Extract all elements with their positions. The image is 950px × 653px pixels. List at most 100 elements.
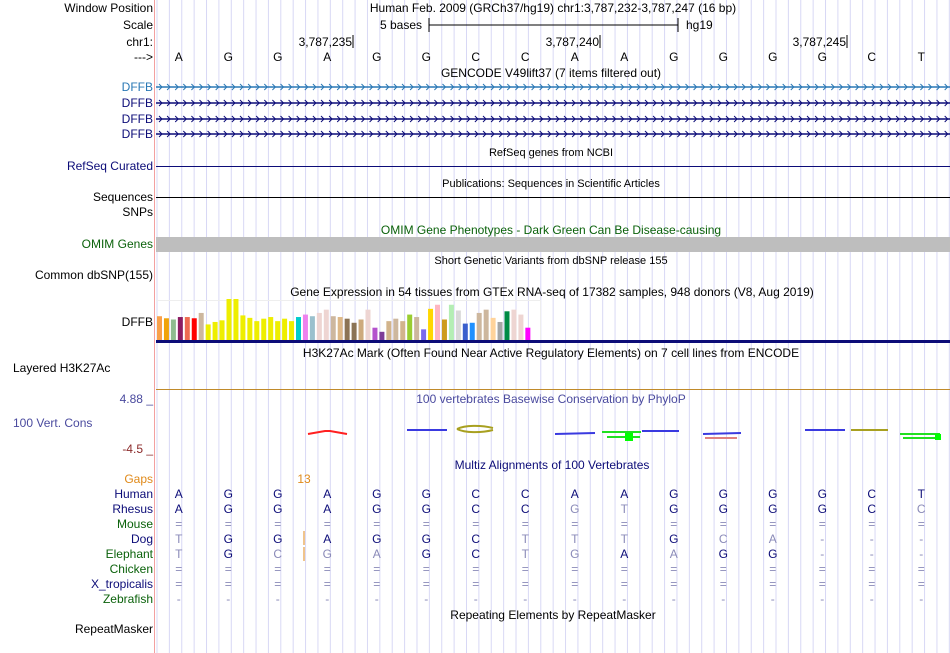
gtex-tissue-bar[interactable] — [282, 318, 288, 340]
gtex-tissue-bar[interactable] — [247, 317, 253, 340]
gtex-tissue-bar[interactable] — [469, 322, 475, 340]
alignment-base: = — [274, 517, 282, 531]
omim-gene-bar[interactable] — [156, 237, 950, 252]
gtex-tissue-bar[interactable] — [504, 311, 510, 340]
gtex-tissue-bar[interactable] — [198, 312, 204, 340]
gencode-item-4-label[interactable]: DFFB — [121, 127, 153, 141]
strand-chevron-icon — [920, 99, 925, 107]
gtex-tissue-bar[interactable] — [240, 315, 246, 340]
gtex-tissue-bar[interactable] — [275, 321, 281, 340]
gtex-tissue-bar[interactable] — [421, 329, 427, 340]
gtex-tissue-bar[interactable] — [268, 317, 274, 340]
sequences-label[interactable]: Sequences — [92, 190, 153, 204]
strand-chevron-icon — [174, 115, 179, 123]
gencode-transcript[interactable] — [156, 99, 950, 107]
species-label[interactable]: Mouse — [116, 517, 153, 531]
gtex-tissue-bar[interactable] — [379, 331, 385, 340]
gtex-tissue-bar[interactable] — [428, 308, 434, 340]
repeatmasker-label[interactable]: RepeatMasker — [74, 622, 153, 636]
species-label[interactable]: Chicken — [109, 562, 153, 576]
gtex-tissue-bar[interactable] — [462, 323, 468, 340]
strand-chevron-icon — [498, 83, 503, 91]
refseq-gene-line[interactable] — [156, 166, 950, 167]
gencode-transcripts[interactable] — [155, 80, 950, 144]
gtex-tissue-bar[interactable] — [170, 319, 176, 341]
strand-chevron-icon — [555, 99, 560, 107]
gtex-tissue-bar[interactable] — [226, 299, 232, 340]
gtex-tissue-bar[interactable] — [407, 314, 413, 340]
species-label[interactable]: Rhesus — [112, 502, 153, 516]
gtex-tissue-bar[interactable] — [511, 309, 517, 340]
species-label[interactable]: Elephant — [105, 547, 153, 561]
gtex-tissue-bar[interactable] — [219, 320, 225, 340]
gtex-tissue-bar[interactable] — [337, 317, 343, 340]
gtex-tissue-bar[interactable] — [414, 317, 420, 340]
gencode-item-2-label[interactable]: DFFB — [121, 96, 153, 110]
gtex-tissue-bar[interactable] — [435, 304, 440, 340]
gencode-transcript[interactable] — [156, 115, 950, 123]
gtex-tissue-bar[interactable] — [497, 321, 503, 340]
gtex-tissue-bar[interactable] — [365, 309, 371, 340]
gtex-gene-bar[interactable] — [156, 340, 950, 343]
strand-chevron-icon — [191, 83, 196, 91]
strand-chevron-icon — [709, 83, 714, 91]
gtex-tissue-bar[interactable] — [358, 319, 364, 341]
gtex-tissue-bar[interactable] — [344, 318, 350, 340]
gtex-tissue-bar[interactable] — [525, 327, 531, 340]
gtex-tissue-bar[interactable] — [476, 312, 482, 340]
gtex-tissue-bar[interactable] — [316, 312, 322, 340]
gtex-tissue-bar[interactable] — [184, 317, 190, 340]
gtex-tissue-bar[interactable] — [296, 317, 301, 340]
gtex-tissue-bar[interactable] — [330, 316, 336, 340]
gtex-tissue-bar[interactable] — [455, 310, 461, 340]
conservation-graph[interactable] — [155, 420, 950, 445]
gtex-tissue-bar[interactable] — [233, 299, 239, 340]
gencode-transcript[interactable] — [156, 83, 950, 91]
conservation-label[interactable]: 100 Vert. Cons — [13, 416, 93, 430]
h3k27ac-label[interactable]: Layered H3K27Ac — [13, 361, 111, 375]
gtex-tissue-bar[interactable] — [205, 324, 211, 340]
strand-chevron-icon — [434, 83, 439, 91]
alignment-base: C — [471, 547, 481, 561]
gtex-tissue-bar[interactable] — [254, 321, 260, 340]
dbsnp-label[interactable]: Common dbSNP(155) — [34, 268, 153, 282]
gtex-tissue-bar[interactable] — [483, 309, 489, 340]
species-label[interactable]: X_tropicalis — [90, 577, 153, 591]
alignment-base: - — [374, 592, 379, 606]
omim-label[interactable]: OMIM Genes — [81, 237, 153, 251]
gtex-tissue-bar[interactable] — [177, 317, 183, 340]
gtex-tissue-bar[interactable] — [441, 319, 447, 341]
gtex-tissue-bar[interactable] — [448, 304, 454, 340]
gtex-tissue-bar[interactable] — [400, 321, 406, 340]
gtex-tissue-bar[interactable] — [351, 322, 357, 340]
species-label[interactable]: Zebrafish — [102, 592, 153, 606]
refseq-label[interactable]: RefSeq Curated — [66, 159, 153, 173]
gtex-tissue-bar[interactable] — [191, 318, 197, 340]
gtex-tissue-bar[interactable] — [309, 316, 315, 340]
gencode-item-1-label[interactable]: DFFB — [121, 80, 153, 94]
gtex-tissue-bar[interactable] — [490, 317, 496, 340]
gtex-tissue-bar[interactable] — [212, 321, 218, 340]
species-label[interactable]: Human — [114, 487, 153, 501]
gtex-bar-chart[interactable] — [156, 298, 546, 344]
gencode-item-3-label[interactable]: DFFB — [121, 112, 153, 126]
strand-chevron-icon — [393, 115, 398, 123]
gtex-tissue-bar[interactable] — [289, 321, 295, 340]
gtex-label[interactable]: DFFB — [121, 315, 153, 329]
gtex-tissue-bar[interactable] — [163, 318, 169, 340]
gtex-tissue-bar[interactable] — [157, 316, 162, 340]
species-label[interactable]: Dog — [130, 532, 153, 546]
gtex-tissue-bar[interactable] — [261, 318, 267, 340]
alignment-base: G — [669, 532, 679, 546]
publications-line[interactable] — [156, 197, 950, 198]
gtex-tissue-bar[interactable] — [393, 318, 399, 340]
gtex-tissue-bar[interactable] — [518, 314, 524, 340]
alignment-base: = — [323, 562, 331, 576]
gtex-tissue-bar[interactable] — [323, 309, 329, 340]
gtex-tissue-bar[interactable] — [372, 327, 378, 340]
gencode-transcript[interactable] — [156, 130, 950, 138]
gtex-tissue-bar[interactable] — [386, 321, 392, 340]
strand-chevron-icon — [385, 83, 390, 91]
gtex-tissue-bar[interactable] — [302, 314, 308, 340]
